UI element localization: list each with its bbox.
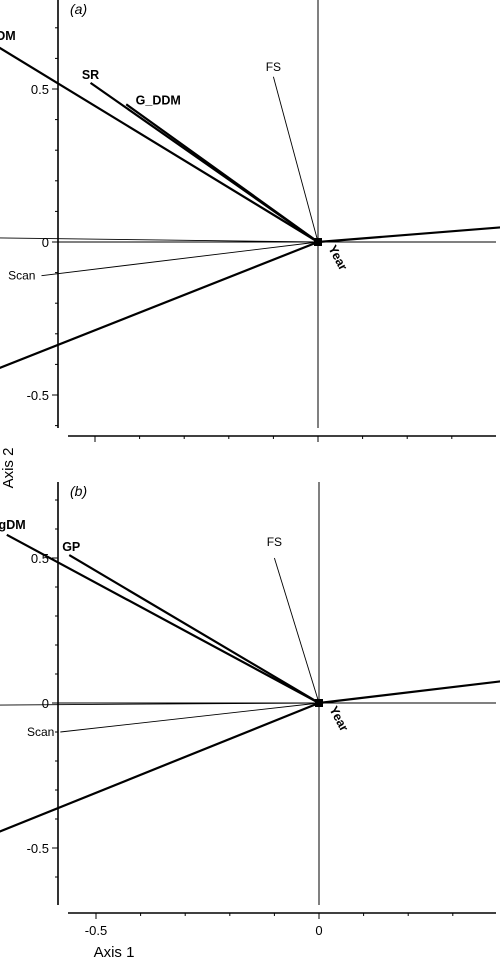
panel-a-vector-label-g-ddm: G_DDM [136,93,181,107]
panel-b-label: (b) [70,483,87,499]
panel-b-vector-fs [273,557,320,704]
shared-y-axis-title: Axis 2 [0,448,17,489]
panel-b-y-tick-label: 0 [42,696,49,711]
panel-a-vector-g-ddm [125,103,319,243]
panel-b-vector-legdm [6,533,320,704]
panel-a-vector-scan [41,241,319,277]
panel-b-vector-age [0,701,320,833]
panel-b-origin-marker [315,699,323,707]
panel-b-vector-label-year: Year [326,704,351,734]
panel-a-y-tick-label: -0.5 [27,388,49,403]
panel-b-vector-label-gp: GP [62,540,80,554]
panel-b-x-tick-label: 0 [315,923,322,938]
panel-a-origin-marker [314,238,322,246]
panel-b-x-axis-title: Axis 1 [94,944,135,960]
panel-a-vector-suppl [317,226,500,244]
panel-b-vector-label-scan: Scan [27,725,54,739]
panel-b-vector-suppl [318,680,500,705]
panel-b-x-tick-label: -0.5 [85,923,107,938]
panel-a-vector-label-legdm: LegDM [0,29,16,43]
panel-a-vector-wt [0,237,319,243]
panel-a-vector-fs [272,76,319,243]
panel-a-y-tick-label: 0.5 [31,82,49,97]
panel-a-label: (a) [70,1,87,17]
panel-a-vector-age [0,240,319,369]
panel-a-vector-legdm [0,46,319,243]
panel-a-vector-label-sr: SR [82,68,99,82]
panel-a-y-tick-label: 0 [42,235,49,250]
panel-b-vector-gp [68,554,320,704]
panel-b-vector-label-legdm: LegDM [0,518,26,532]
panel-b-vector-scan [60,702,320,733]
panel-b-vector-wt [0,702,320,706]
panel-a-vector-label-scan: Scan [8,269,35,283]
panel-a-vector-label-fs: FS [266,60,281,74]
panel-b-vector-label-fs: FS [267,535,282,549]
panel-a-vector-label-year: Year [325,243,350,273]
panel-b-y-tick-label: -0.5 [27,841,49,856]
